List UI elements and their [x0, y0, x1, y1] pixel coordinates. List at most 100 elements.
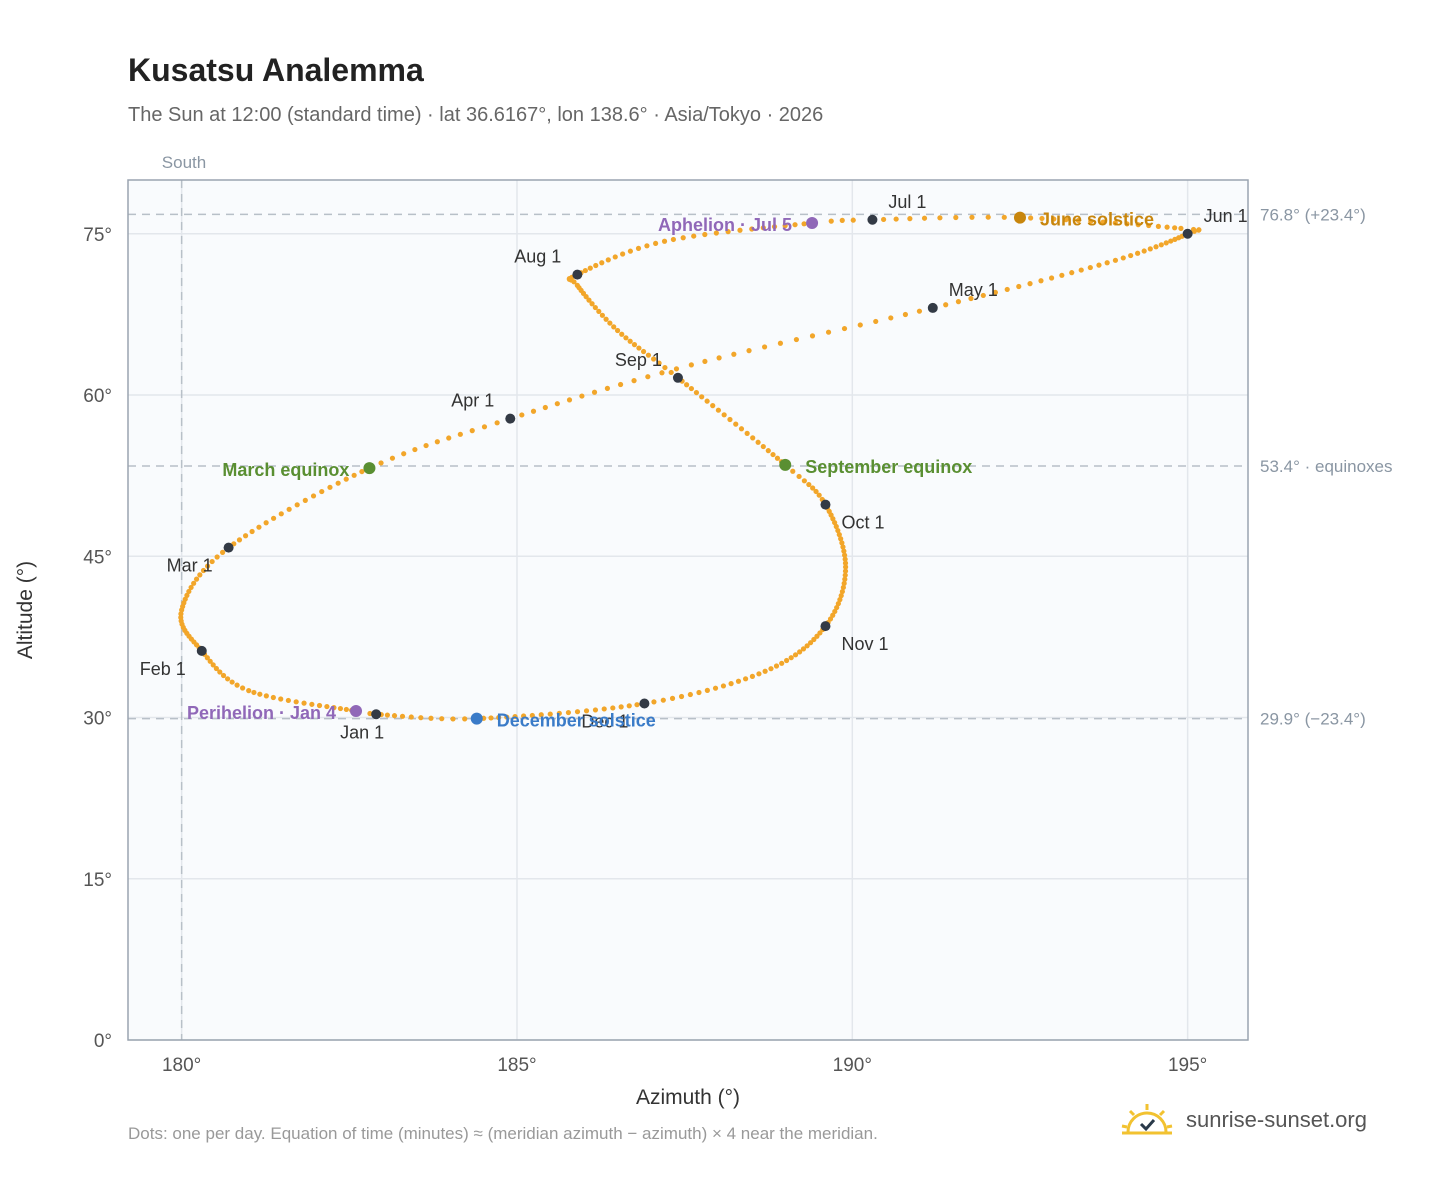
daily-sun-dot: [873, 318, 879, 325]
x-tick-label: 195°: [1168, 1055, 1207, 1076]
daily-sun-dot: [801, 221, 807, 227]
footer-note: Dots: one per day. Equation of time (min…: [128, 1124, 878, 1143]
daily-sun-dot: [840, 544, 846, 550]
daily-sun-dot: [841, 548, 847, 554]
markers: Jan 1 Feb 1 Mar 1 Apr 1 May 1 Jun 1 Jul 1 Aug 1…: [140, 192, 1248, 743]
daily-sun-dot: [801, 478, 807, 484]
daily-sun-dot: [512, 713, 518, 720]
daily-sun-dot: [547, 711, 553, 717]
daily-sun-dot: [592, 304, 598, 311]
daily-sun-dot: [302, 497, 308, 503]
daily-sun-dot: [937, 215, 943, 221]
daily-sun-dot: [702, 358, 708, 365]
daily-sun-dot: [542, 404, 548, 411]
daily-sun-dot: [586, 297, 592, 303]
daily-sun-dot: [1028, 215, 1034, 221]
daily-sun-dot: [842, 572, 848, 578]
daily-sun-dot: [836, 532, 842, 538]
reference-line-label: 53.4° · equinoxes: [1260, 457, 1393, 476]
daily-sun-dot: [737, 227, 743, 233]
month-label: Sep 1: [615, 350, 662, 370]
daily-sun-dot: [838, 593, 844, 599]
daily-sun-dot: [582, 267, 588, 274]
daily-sun-dot: [746, 348, 752, 354]
daily-sun-dot: [761, 344, 768, 350]
daily-sun-dot: [806, 481, 812, 488]
reference-line-label: 76.8° (+23.4°): [1260, 205, 1366, 224]
daily-sun-dot: [659, 370, 665, 376]
daily-sun-dot: [835, 527, 841, 534]
y-tick-label: 30°: [83, 709, 112, 730]
brand[interactable]: sunrise-sunset.org: [1120, 1102, 1367, 1138]
daily-sun-dot: [727, 416, 733, 423]
daily-sun-dot: [530, 408, 537, 414]
daily-sun-dot: [359, 468, 365, 475]
daily-sun-dot: [620, 251, 626, 257]
chart-title: Kusatsu Analemma: [128, 52, 424, 88]
daily-sun-dot: [337, 705, 344, 712]
daily-sun-dot: [835, 601, 841, 607]
daily-sun-dot: [749, 226, 755, 232]
daily-sun-dot: [1104, 260, 1110, 266]
daily-sun-dot: [893, 216, 899, 222]
meridian-label: South: [162, 153, 206, 172]
daily-sun-dot: [256, 524, 262, 530]
daily-sun-dot: [178, 611, 184, 617]
daily-sun-dot: [716, 355, 722, 361]
daily-sun-dot: [1112, 257, 1119, 263]
daily-sun-dot: [1088, 218, 1094, 224]
daily-sun-dot: [842, 556, 848, 562]
daily-sun-dot: [702, 231, 708, 238]
daily-sun-dot: [793, 336, 800, 343]
brand-name: sunrise-sunset.org: [1186, 1107, 1367, 1132]
daily-sun-dot: [651, 699, 657, 705]
x-tick-label: 185°: [497, 1055, 536, 1076]
daily-sun-dot: [418, 715, 424, 721]
daily-sun-dot: [777, 340, 784, 346]
daily-sun-dot: [242, 533, 249, 539]
daily-sun-dot: [1146, 222, 1152, 229]
daily-sun-dot: [888, 315, 894, 321]
daily-sun-dot: [1155, 223, 1161, 229]
daily-sun-dot: [804, 643, 810, 649]
daily-sun-dot: [635, 245, 642, 252]
daily-sun-dot: [687, 691, 693, 698]
daily-sun-dot: [391, 713, 398, 719]
daily-sun-dot: [450, 716, 456, 722]
daily-sun-dot: [907, 216, 913, 222]
x-tick-label: 190°: [833, 1055, 872, 1076]
daily-sun-dot: [1172, 225, 1178, 231]
daily-sun-dot: [744, 430, 750, 436]
daily-sun-dot: [1128, 252, 1134, 259]
event-marker: [470, 712, 483, 725]
daily-sun-dot: [1027, 281, 1033, 287]
daily-sun-dot: [1124, 221, 1130, 227]
daily-sun-dot: [343, 706, 349, 713]
daily-sun-dot: [921, 215, 928, 221]
daily-sun-dot: [839, 217, 845, 223]
daily-sun-dot: [790, 468, 796, 474]
y-axis-label: Altitude (°): [14, 561, 37, 659]
daily-sun-dot: [1063, 217, 1069, 223]
daily-sun-dot: [733, 421, 739, 427]
daily-sun-dot: [713, 230, 719, 236]
month-marker: [223, 542, 234, 553]
event-label: September equinox: [805, 457, 972, 477]
daily-sun-dot: [699, 394, 705, 400]
daily-sun-dot: [554, 401, 560, 407]
daily-sun-dot: [520, 713, 527, 719]
daily-sun-dot: [599, 312, 605, 318]
daily-sun-dot: [725, 229, 731, 235]
y-tick-label: 60°: [83, 386, 112, 407]
daily-sun-dot: [618, 704, 624, 710]
daily-sun-dot: [816, 492, 822, 498]
daily-sun-dot: [1039, 215, 1045, 222]
daily-sun-dot: [1158, 242, 1164, 248]
daily-sun-dot: [768, 666, 774, 672]
daily-sun-dot: [343, 476, 349, 482]
daily-sun-dot: [257, 691, 263, 697]
event-label: Perihelion · Jan 4: [187, 703, 336, 723]
month-label: May 1: [949, 280, 998, 300]
daily-sun-dot: [462, 716, 468, 722]
daily-sun-dot: [278, 511, 284, 517]
